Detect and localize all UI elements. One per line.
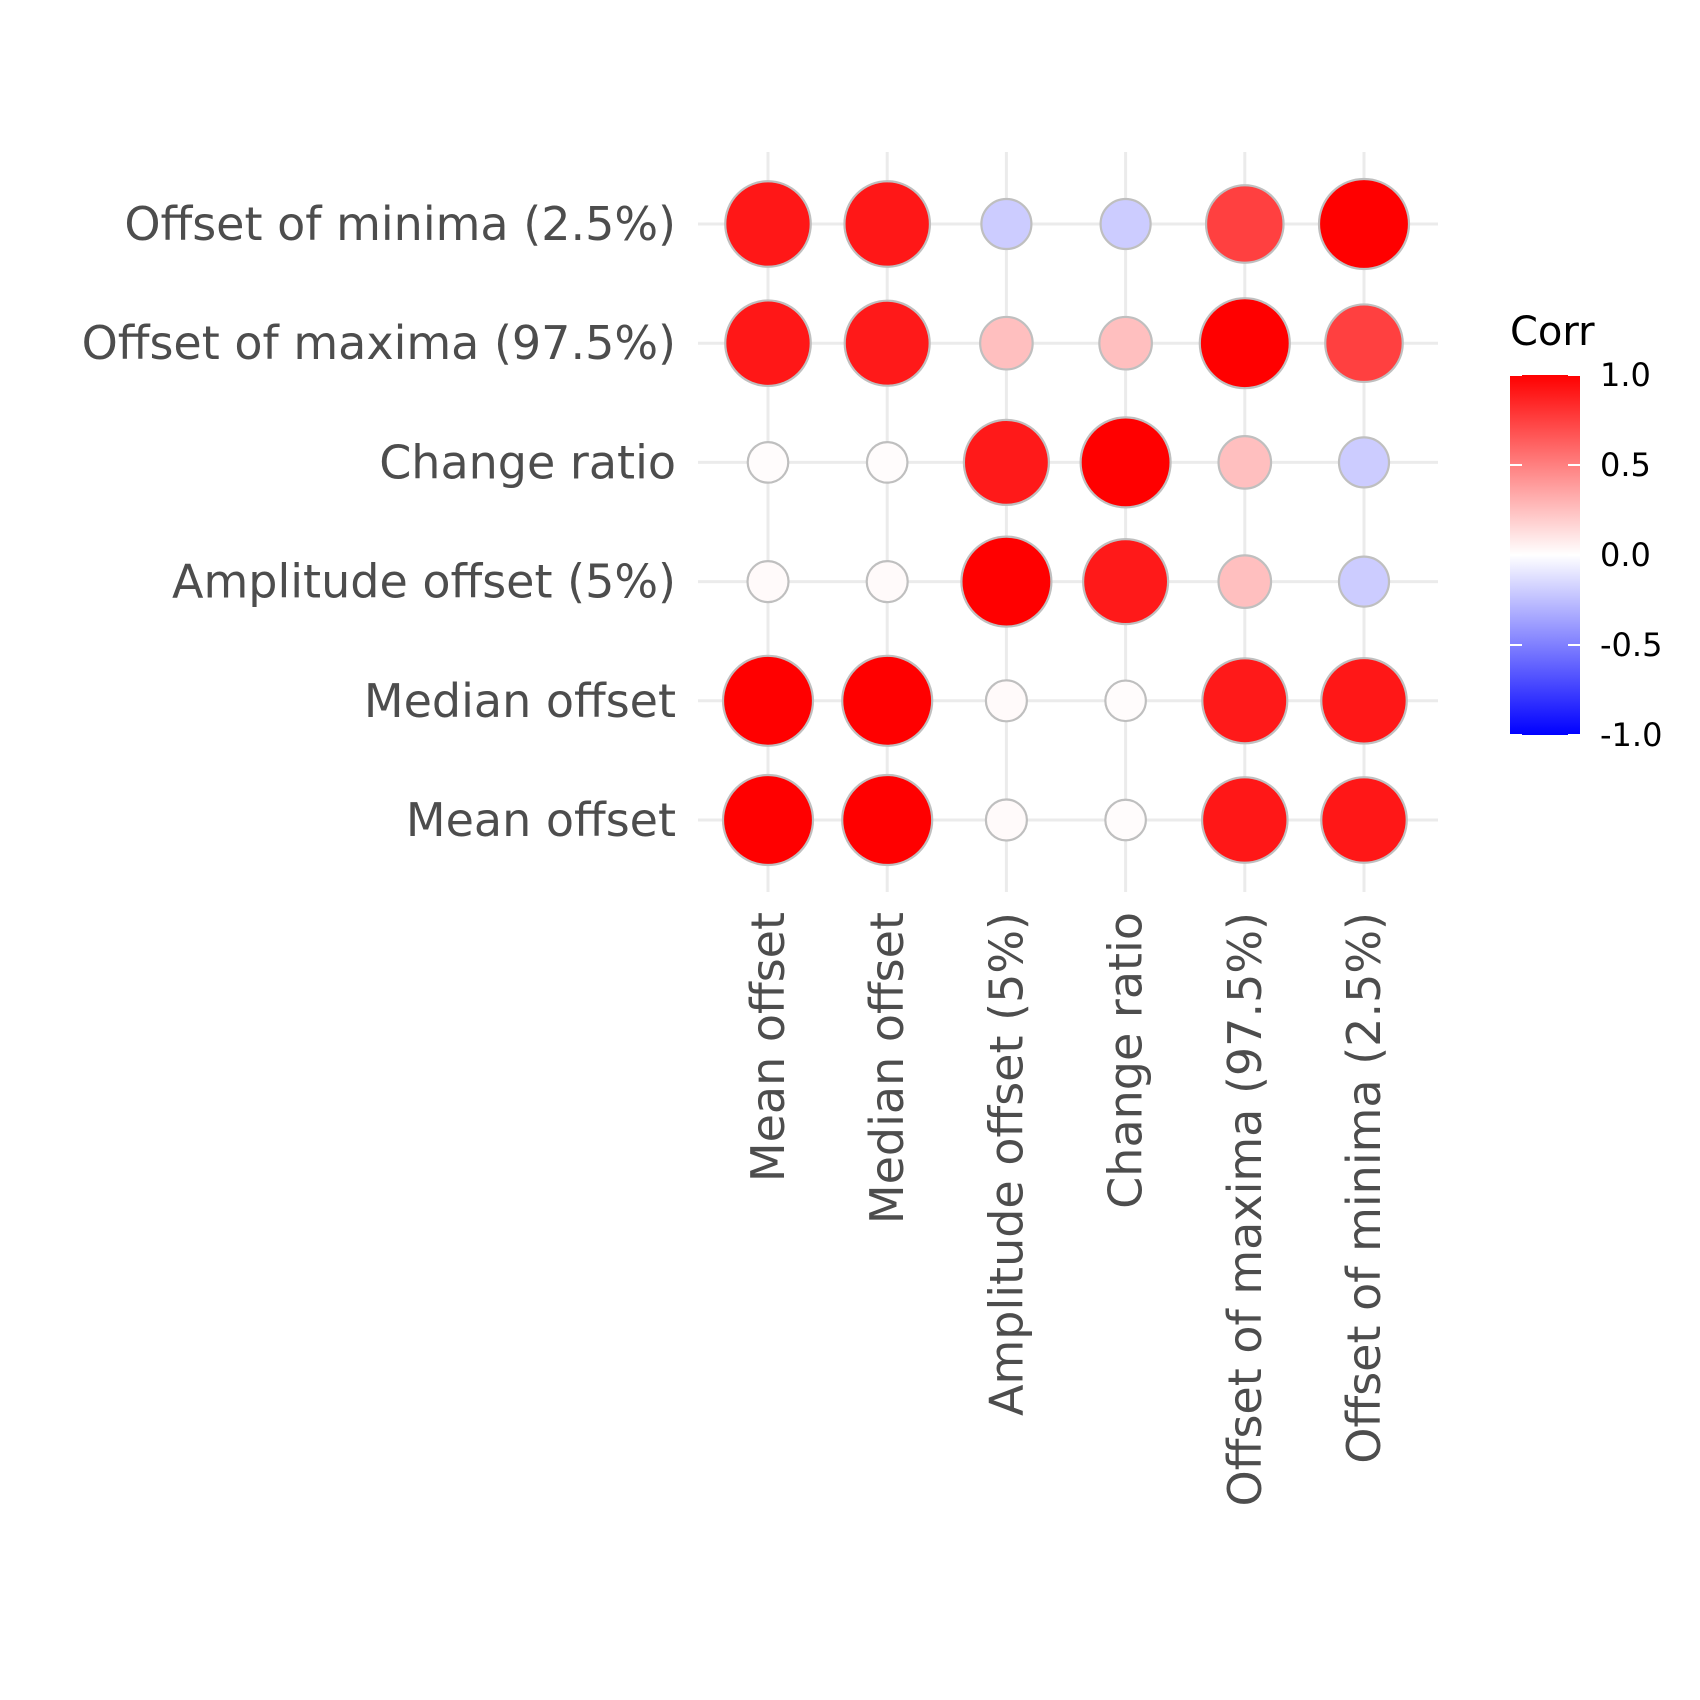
legend: Corr 1.0 0.5 0.0 -0.5 -1.0 — [1510, 309, 1662, 754]
x-tick-label: Offset of minima (2.5%) — [1337, 912, 1391, 1464]
y-tick-label: Offset of minima (2.5%) — [124, 197, 676, 251]
correlation-circle — [841, 773, 934, 867]
correlation-circle — [1320, 776, 1408, 864]
correlation-circle — [1217, 554, 1273, 609]
correlation-circle — [724, 299, 812, 388]
legend-tick-label: -0.5 — [1600, 626, 1662, 664]
correlation-circle — [1217, 435, 1273, 490]
legend-title: Corr — [1510, 309, 1595, 355]
y-axis-tick-labels: Mean offset Median offset Amplitude offset… — [82, 197, 676, 847]
correlation-circle — [1198, 297, 1291, 390]
x-axis-tick-labels: Mean offset Median offset Amplitude offset… — [741, 912, 1391, 1506]
correlation-circle — [1337, 436, 1391, 489]
legend-ticks: 1.0 0.5 0.0 -0.5 -1.0 — [1510, 356, 1662, 754]
legend-tick-label: 0.0 — [1600, 536, 1651, 574]
correlation-circle — [1337, 555, 1391, 608]
correlation-circle — [960, 535, 1053, 628]
correlation-circle — [721, 773, 815, 867]
correlation-circle — [984, 798, 1029, 842]
correlation-circle — [1081, 537, 1170, 626]
correlation-circle — [1099, 197, 1152, 251]
correlation-circle — [724, 180, 812, 268]
y-tick-label: Mean offset — [406, 793, 676, 847]
correlation-circle — [1317, 177, 1411, 271]
correlation-circle — [1079, 416, 1172, 509]
correlation-circles — [721, 177, 1411, 867]
correlation-circle — [721, 654, 815, 747]
correlation-circle — [843, 299, 931, 387]
correlation-circle — [1098, 315, 1153, 371]
correlation-circle — [1324, 303, 1404, 384]
legend-tick-label: -1.0 — [1600, 716, 1662, 754]
correlation-circle — [843, 180, 932, 268]
grid-lines — [698, 152, 1438, 892]
correlation-circle — [746, 559, 790, 604]
y-tick-label: Offset of maxima (97.5%) — [82, 316, 676, 370]
correlation-circle — [865, 559, 909, 604]
correlation-circle — [1204, 184, 1285, 264]
x-tick-label: Mean offset — [741, 912, 795, 1182]
correlation-circle — [841, 654, 934, 747]
correlation-circle — [984, 679, 1029, 723]
correlation-circle — [1320, 656, 1408, 745]
legend-tick-label: 1.0 — [1600, 356, 1651, 394]
legend-tick-label: 0.5 — [1600, 446, 1651, 484]
correlation-circle — [746, 441, 790, 484]
y-tick-label: Change ratio — [379, 435, 676, 489]
correlation-circle — [1104, 798, 1147, 842]
x-tick-label: Change ratio — [1099, 912, 1153, 1209]
y-tick-label: Amplitude offset (5%) — [172, 555, 676, 609]
x-tick-label: Amplitude offset (5%) — [979, 912, 1033, 1416]
x-tick-label: Median offset — [860, 912, 914, 1224]
correlation-circle — [865, 441, 909, 484]
correlation-circle — [1201, 657, 1289, 745]
correlation-circle — [962, 418, 1051, 506]
correlation-circle — [979, 315, 1034, 371]
correlation-circle — [1200, 776, 1289, 864]
correlation-circle — [1104, 679, 1147, 723]
x-tick-label: Offset of maxima (97.5%) — [1218, 912, 1272, 1506]
y-tick-label: Median offset — [364, 674, 676, 728]
correlation-circle — [980, 197, 1033, 251]
